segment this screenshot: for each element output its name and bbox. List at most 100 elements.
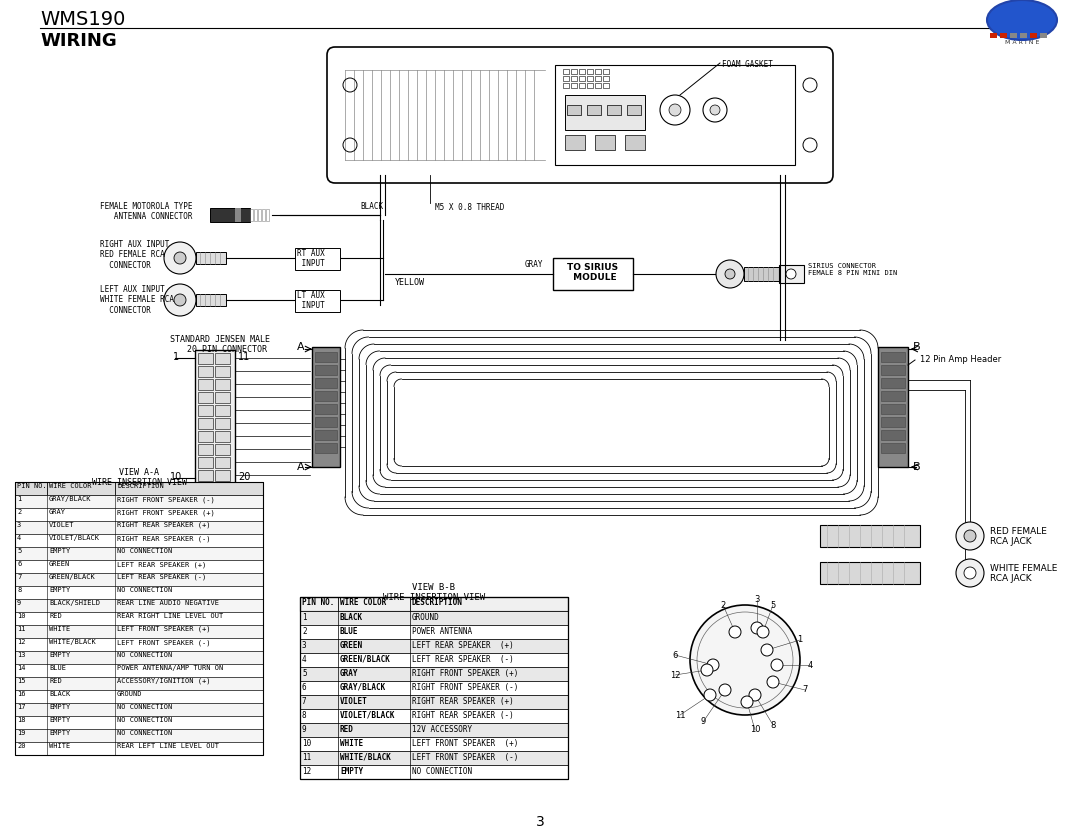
Bar	[595, 76, 600, 81]
Bar	[595, 83, 600, 88]
Text: LT AUX
 INPUT: LT AUX INPUT	[297, 291, 325, 310]
Text: TO SIRIUS
 MODULE: TO SIRIUS MODULE	[567, 263, 619, 283]
Bar	[215, 418, 230, 429]
Text: LEFT REAR SPEAKER  (+): LEFT REAR SPEAKER (+)	[411, 641, 514, 650]
Circle shape	[729, 626, 741, 638]
Text: 12V ACCESSORY: 12V ACCESSORY	[411, 725, 472, 734]
Bar	[198, 457, 213, 468]
Bar	[300, 597, 568, 779]
Text: 7: 7	[771, 680, 775, 685]
Bar	[881, 404, 905, 414]
Text: 2: 2	[302, 627, 307, 636]
Circle shape	[164, 284, 195, 316]
Circle shape	[956, 522, 984, 550]
Text: GROUND: GROUND	[411, 613, 440, 622]
Bar	[881, 430, 905, 440]
Bar	[571, 76, 577, 81]
Bar	[595, 135, 615, 150]
Text: 1: 1	[765, 647, 769, 652]
Bar	[315, 365, 337, 375]
Bar	[315, 417, 337, 427]
Circle shape	[751, 622, 762, 634]
Text: 10: 10	[743, 700, 751, 705]
Text: GRAY: GRAY	[340, 669, 359, 678]
Bar	[300, 639, 568, 653]
Text: POWER ANTENNA: POWER ANTENNA	[411, 627, 472, 636]
Text: RED FEMALE
RCA JACK: RED FEMALE RCA JACK	[990, 527, 1047, 546]
Text: 19: 19	[17, 730, 26, 736]
Text: 16: 16	[17, 691, 26, 697]
Text: 10: 10	[170, 472, 183, 482]
Bar	[249, 209, 253, 221]
Bar	[258, 209, 261, 221]
Text: 7: 7	[302, 697, 307, 706]
Text: 8: 8	[302, 711, 307, 720]
Bar	[15, 534, 264, 547]
Bar	[15, 612, 264, 625]
Text: RIGHT FRONT SPEAKER (+): RIGHT FRONT SPEAKER (+)	[117, 509, 215, 515]
Bar	[15, 482, 264, 755]
Bar	[300, 751, 568, 765]
Text: JENSEN: JENSEN	[1002, 15, 1042, 25]
Text: LEFT FRONT SPEAKER  (-): LEFT FRONT SPEAKER (-)	[411, 753, 518, 762]
Text: RIGHT AUX INPUT
RED FEMALE RCA
  CONNECTOR: RIGHT AUX INPUT RED FEMALE RCA CONNECTOR	[100, 240, 170, 270]
Circle shape	[690, 605, 800, 715]
Bar	[300, 695, 568, 709]
Text: EMPTY: EMPTY	[49, 548, 70, 554]
Bar	[820, 525, 920, 547]
Text: ACCESSORY/IGNITION (+): ACCESSORY/IGNITION (+)	[117, 678, 211, 685]
Text: PIN NO.: PIN NO.	[17, 483, 46, 489]
Bar	[603, 76, 609, 81]
Text: 11: 11	[706, 692, 714, 697]
Bar	[215, 392, 230, 403]
Bar	[15, 482, 264, 495]
Text: NO CONNECTION: NO CONNECTION	[117, 587, 172, 593]
Bar	[588, 76, 593, 81]
Text: REAR LINE AUDIO NEGATIVE: REAR LINE AUDIO NEGATIVE	[117, 600, 219, 606]
Text: B: B	[913, 462, 920, 472]
Text: 8: 8	[753, 692, 757, 697]
Text: 5: 5	[761, 630, 765, 635]
Text: PIN NO.: PIN NO.	[302, 598, 335, 607]
Text: 15: 15	[17, 678, 26, 684]
Bar	[315, 378, 337, 388]
Bar	[579, 76, 585, 81]
Bar	[198, 405, 213, 416]
Bar	[603, 83, 609, 88]
Text: GRAY: GRAY	[525, 260, 543, 269]
Bar	[300, 681, 568, 695]
Text: 4: 4	[17, 535, 22, 541]
Bar	[315, 352, 337, 362]
Text: 11: 11	[302, 753, 311, 762]
Text: 12: 12	[302, 767, 311, 776]
Circle shape	[750, 689, 761, 701]
Text: 9: 9	[302, 725, 307, 734]
Bar	[195, 294, 226, 306]
Bar	[198, 392, 213, 403]
Text: 6: 6	[711, 662, 715, 667]
Circle shape	[701, 664, 713, 676]
Text: EMPTY: EMPTY	[49, 587, 70, 593]
Text: 11: 11	[675, 711, 685, 720]
Bar	[215, 457, 230, 468]
Bar	[1020, 33, 1027, 38]
Bar	[198, 431, 213, 442]
Text: SIRIUS CONNECTOR
FEMALE 8 PIN MINI DIN: SIRIUS CONNECTOR FEMALE 8 PIN MINI DIN	[808, 263, 897, 276]
Text: NO CONNECTION: NO CONNECTION	[117, 704, 172, 710]
Text: RIGHT FRONT SPEAKER (+): RIGHT FRONT SPEAKER (+)	[411, 669, 518, 678]
Text: 5: 5	[770, 600, 775, 610]
Bar	[15, 560, 264, 573]
Bar	[210, 208, 249, 222]
Bar	[878, 347, 908, 467]
Circle shape	[761, 644, 773, 656]
Text: 12: 12	[17, 639, 26, 645]
Circle shape	[964, 567, 976, 579]
Bar	[881, 443, 905, 453]
Bar	[588, 83, 593, 88]
Bar	[1000, 33, 1007, 38]
Bar	[198, 379, 213, 390]
Bar	[15, 742, 264, 755]
Text: POWER ANTENNA/AMP TURN ON: POWER ANTENNA/AMP TURN ON	[117, 665, 224, 671]
Text: 2: 2	[733, 630, 737, 635]
Text: 1: 1	[797, 636, 802, 645]
